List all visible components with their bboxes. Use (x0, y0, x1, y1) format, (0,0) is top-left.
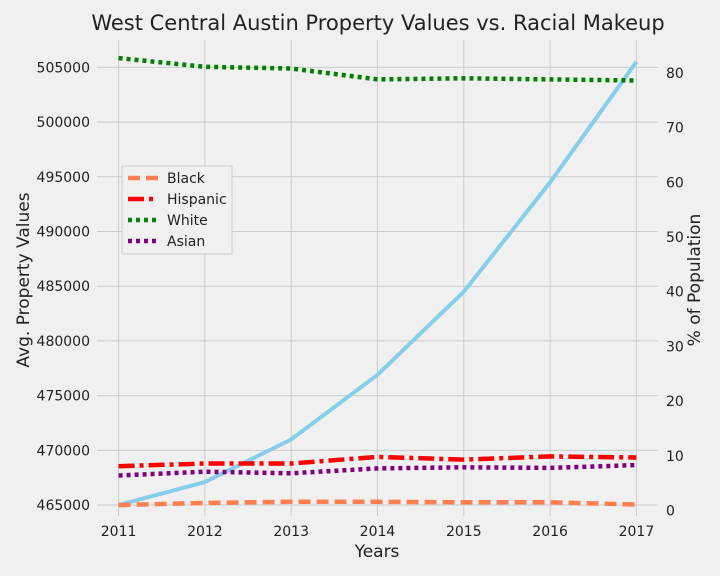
right-y-tick-label: 60 (666, 175, 684, 191)
right-y-axis-title: % of Population (685, 214, 705, 347)
left-y-tick-label: 500000 (37, 115, 90, 131)
chart-title: West Central Austin Property Values vs. … (91, 11, 664, 35)
series-line-asian (118, 462, 637, 478)
right-y-tick-label: 20 (666, 394, 684, 410)
data-lines (118, 55, 639, 508)
left-y-tick-label: 470000 (37, 443, 90, 459)
legend-label-hispanic: Hispanic (167, 192, 227, 208)
legend-box (121, 165, 233, 255)
right-y-tick-label: 80 (666, 66, 684, 82)
left-y-tick-label: 485000 (37, 279, 90, 295)
left-y-tick-label: 490000 (37, 224, 90, 240)
series-line-white (118, 55, 637, 83)
right-y-tick-label: 30 (666, 339, 684, 355)
x-axis-title: Years (354, 542, 400, 562)
right-y-tick-label: 10 (666, 449, 684, 465)
right-y-tick-label: 40 (666, 285, 684, 301)
x-tick-label: 2011 (101, 524, 137, 540)
legend-label-asian: Asian (167, 234, 205, 250)
left-y-tick-label: 465000 (37, 498, 90, 514)
series-line-black (118, 499, 637, 508)
left-y-axis-title: Avg. Property Values (14, 192, 34, 367)
right-y-tick-label: 50 (666, 230, 684, 246)
left-y-tick-label: 475000 (37, 389, 90, 405)
left-y-axis-ticks: 465000 470000 475000 480000 485000 490000 4950… (37, 60, 90, 514)
x-axis-ticks: 2011 2012 2013 2014 2015 2016 2017 (101, 524, 654, 540)
right-y-axis-ticks: 0 10 20 30 40 50 60 70 80 (666, 66, 684, 520)
right-y-tick-label: 70 (666, 121, 684, 137)
x-tick-label: 2017 (619, 524, 655, 540)
legend: Black Hispanic White Asian (121, 165, 233, 255)
left-y-tick-label: 480000 (37, 334, 90, 350)
x-tick-label: 2012 (187, 524, 223, 540)
series-line-hispanic (118, 454, 637, 469)
x-tick-label: 2014 (360, 524, 396, 540)
right-y-tick-label: 0 (666, 504, 675, 520)
x-tick-label: 2013 (273, 524, 309, 540)
x-tick-label: 2015 (446, 524, 482, 540)
legend-label-white: White (167, 213, 208, 229)
x-tick-label: 2016 (532, 524, 568, 540)
series-line-property-values (118, 60, 639, 508)
left-y-tick-label: 495000 (37, 170, 90, 186)
grid (97, 40, 658, 516)
left-y-tick-label: 505000 (37, 60, 90, 76)
legend-label-black: Black (167, 171, 206, 187)
